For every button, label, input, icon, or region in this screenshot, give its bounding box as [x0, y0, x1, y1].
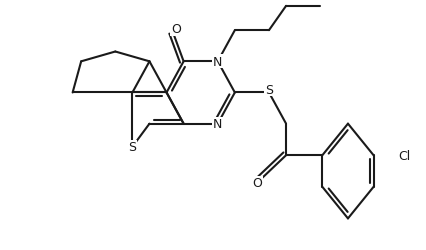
Text: N: N [213, 56, 222, 68]
Text: N: N [213, 118, 222, 130]
Text: O: O [252, 177, 262, 190]
Text: Cl: Cl [397, 149, 409, 162]
Text: O: O [170, 23, 181, 36]
Text: S: S [265, 83, 272, 96]
Text: S: S [128, 141, 136, 154]
